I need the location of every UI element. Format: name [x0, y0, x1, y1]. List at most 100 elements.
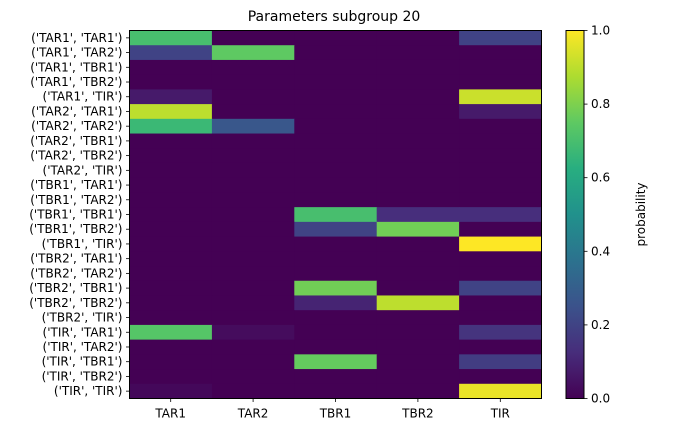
y-tick-label: ('TIR', 'TAR2'): [43, 340, 123, 354]
heatmap-cell: [294, 266, 378, 282]
heatmap-cell: [376, 192, 460, 208]
heatmap-cell: [211, 207, 295, 223]
heatmap-cell: [129, 295, 213, 311]
heatmap-cell: [294, 280, 378, 296]
heatmap-cell: [459, 266, 542, 282]
heatmap-cell: [376, 30, 460, 46]
y-tick-label: ('TBR2', 'TIR'): [42, 311, 123, 325]
heatmap-cell: [459, 74, 542, 90]
heatmap-cell: [376, 280, 460, 296]
y-tick-label: ('TIR', 'TIR'): [54, 384, 123, 398]
heatmap-cell: [211, 177, 295, 193]
heatmap-cell: [459, 177, 542, 193]
y-tick-label: ('TIR', 'TBR2'): [42, 369, 123, 383]
heatmap-cell: [211, 251, 295, 267]
heatmap-cell: [294, 324, 378, 341]
heatmap-cell: [459, 59, 542, 76]
heatmap-cell: [376, 162, 460, 179]
heatmap-cell: [376, 45, 460, 61]
heatmap-cell: [294, 104, 378, 120]
heatmap-cell: [376, 324, 460, 341]
heatmap-cell: [376, 59, 460, 76]
heatmap-cell: [459, 133, 542, 149]
heatmap-cell: [459, 280, 542, 296]
heatmap-cell: [129, 30, 213, 46]
y-tick-label: ('TBR1', 'TIR'): [42, 237, 123, 251]
heatmap-cell: [129, 339, 213, 355]
colorbar-tick-label: 0.2: [591, 318, 610, 332]
heatmap-cell: [376, 295, 460, 311]
heatmap-cell: [129, 369, 213, 385]
heatmap-cell: [211, 236, 295, 252]
heatmap-cell: [211, 59, 295, 76]
heatmap-cell: [294, 295, 378, 311]
heatmap-cell: [294, 310, 378, 326]
y-tick-label: ('TAR1', 'TIR'): [43, 90, 123, 104]
heatmap-cell: [211, 104, 295, 120]
heatmap-cell: [459, 207, 542, 223]
heatmap-cell: [129, 310, 213, 326]
colorbar-tick-label: 0.4: [591, 244, 610, 258]
colorbar-axis: 0.0 0.2 0.4 0.6 0.8 1.0: [584, 24, 610, 406]
heatmap-cell: [376, 104, 460, 120]
heatmap-cell: [129, 383, 213, 399]
heatmap-cell: [459, 45, 542, 61]
heatmap-cell: [129, 192, 213, 208]
y-tick-label: ('TBR2', 'TAR2'): [30, 266, 122, 280]
y-tick-label: ('TBR2', 'TAR1'): [30, 252, 122, 266]
colorbar: [565, 30, 585, 399]
heatmap-cell: [129, 118, 213, 135]
heatmap-cell: [459, 118, 542, 135]
heatmap-cell: [129, 221, 213, 238]
x-tick-label: TAR1: [154, 407, 186, 421]
heatmap-cell: [459, 89, 542, 105]
y-tick-label: ('TAR2', 'TIR'): [43, 163, 123, 177]
heatmap-cell: [129, 162, 213, 179]
heatmap-cell: [211, 45, 295, 61]
heatmap-cell: [459, 339, 542, 355]
heatmap-cell: [211, 133, 295, 149]
x-tick-label: TAR2: [237, 407, 269, 421]
heatmap-cell: [129, 74, 213, 90]
heatmap-cell: [294, 30, 378, 46]
heatmap-cell: [129, 89, 213, 105]
x-tick-label: TIR: [490, 407, 510, 421]
heatmap-cell: [459, 30, 542, 46]
heatmap-cell: [129, 148, 213, 164]
heatmap-cell: [294, 148, 378, 164]
heatmap-cell: [129, 354, 213, 370]
heatmap-cell: [294, 354, 378, 370]
heatmap-cell: [211, 310, 295, 326]
heatmap-cell: [211, 221, 295, 238]
heatmap-cell: [294, 207, 378, 223]
heatmap-cell: [459, 192, 542, 208]
heatmap-cell: [294, 45, 378, 61]
heatmap-cell: [211, 280, 295, 296]
heatmap-cell: [129, 45, 213, 61]
heatmap-cell: [294, 118, 378, 135]
colorbar-tick-label: 1.0: [591, 24, 610, 38]
heatmap-cell: [129, 59, 213, 76]
heatmap-cell: [459, 354, 542, 370]
heatmap-cell: [459, 310, 542, 326]
y-tick-label: ('TAR2', 'TAR1'): [31, 104, 122, 118]
heatmap-cell: [294, 162, 378, 179]
heatmap-cell: [459, 251, 542, 267]
heatmap-cell: [211, 118, 295, 135]
y-tick-label: ('TAR1', 'TAR1'): [31, 31, 122, 45]
y-tick-label: ('TBR2', 'TBR1'): [29, 281, 122, 295]
heatmap-cell: [129, 280, 213, 296]
heatmap-cell: [211, 383, 295, 399]
heatmap-cell: [129, 236, 213, 252]
y-tick-label: ('TBR2', 'TBR2'): [29, 296, 122, 310]
plot-frame: [129, 30, 542, 399]
heatmap-cell: [376, 383, 460, 399]
heatmap-cell: [211, 192, 295, 208]
heatmap-cell: [376, 74, 460, 90]
heatmap-cell: [129, 133, 213, 149]
x-tick-label: TBR2: [401, 407, 434, 421]
heatmap-cell: [211, 339, 295, 355]
heatmap-cell: [211, 30, 295, 46]
heatmap-cell: [294, 221, 378, 238]
heatmap-cell: [294, 192, 378, 208]
